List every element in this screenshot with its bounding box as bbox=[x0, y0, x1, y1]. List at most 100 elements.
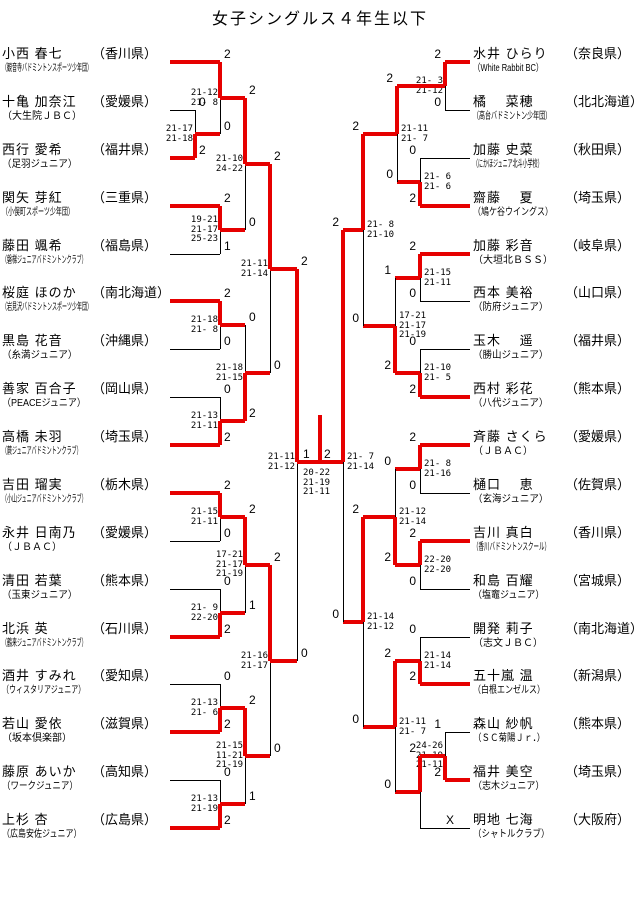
player-club: （足羽ジュニア） bbox=[2, 159, 78, 170]
player-line bbox=[445, 60, 470, 64]
player-club: （志木ジュニア） bbox=[473, 781, 545, 792]
winner-path bbox=[361, 517, 365, 622]
player-name: 上杉 杏 bbox=[2, 812, 49, 827]
player-prefecture: （香川県） bbox=[92, 46, 158, 61]
player-name: 黒島 花音 bbox=[2, 333, 63, 348]
game-count: 2 bbox=[332, 215, 339, 229]
winner-path bbox=[443, 62, 447, 86]
player-club: （鶴来ジュニアバドミントンクラブ） bbox=[2, 638, 87, 649]
player-prefecture: （広島県） bbox=[92, 812, 158, 827]
game-count: 0 bbox=[274, 741, 281, 755]
player-line bbox=[420, 682, 470, 686]
game-count: 0 bbox=[224, 765, 231, 779]
player-prefecture: （大阪府） bbox=[565, 812, 631, 827]
player-line bbox=[420, 443, 470, 447]
match-score: 21-15 21-11 bbox=[424, 268, 452, 288]
player-prefecture: （岐阜県） bbox=[565, 238, 631, 253]
game-count: 0 bbox=[409, 478, 416, 492]
game-count: 2 bbox=[409, 669, 416, 683]
player-prefecture: （佐賀県） bbox=[565, 477, 631, 492]
player-line bbox=[170, 826, 220, 830]
match-score: 21- 8 21-10 bbox=[367, 220, 395, 240]
player-name: 吉田 瑠実 bbox=[2, 477, 63, 492]
game-count: 0 bbox=[224, 119, 231, 133]
final-score: 20-22 21-19 21-11 bbox=[303, 468, 331, 497]
winner-path bbox=[245, 754, 270, 758]
player-name: 西行 愛希 bbox=[2, 142, 63, 157]
match-score: 21- 7 21-14 bbox=[347, 452, 375, 472]
winner-path bbox=[218, 493, 222, 517]
game-count: 0 bbox=[352, 712, 359, 726]
player-prefecture: （栃木県） bbox=[92, 477, 158, 492]
player-name: 五十嵐 温 bbox=[473, 668, 534, 683]
winner-path bbox=[268, 164, 272, 269]
player-line bbox=[420, 493, 470, 494]
game-count: 2 bbox=[224, 622, 231, 636]
player-club: （糸満ジュニア） bbox=[2, 350, 78, 361]
winner-path bbox=[341, 230, 345, 462]
winner-path bbox=[420, 754, 445, 758]
match-score: 21- 3 21-12 bbox=[415, 76, 443, 96]
player-prefecture: （山口県） bbox=[565, 285, 631, 300]
player-club: （White Rabbit BC） bbox=[473, 63, 544, 74]
winner-path bbox=[395, 371, 420, 375]
player-line bbox=[170, 541, 220, 542]
game-count: 2 bbox=[224, 430, 231, 444]
finalist-left-count: 1 bbox=[303, 447, 310, 461]
match-score: 21- 8 21-16 bbox=[424, 459, 452, 479]
junction-line bbox=[420, 637, 421, 684]
player-club: （磐梯ジュニアバドミントンクラブ） bbox=[2, 255, 87, 266]
winner-path bbox=[245, 563, 270, 567]
game-count: 0 bbox=[301, 646, 308, 660]
player-prefecture: （宮城県） bbox=[565, 573, 631, 588]
game-count: 2 bbox=[249, 502, 256, 516]
player-club: （広島安佐ジュニア） bbox=[2, 829, 82, 840]
game-count: 2 bbox=[199, 143, 206, 157]
player-prefecture: （岡山県） bbox=[92, 381, 158, 396]
game-count: 0 bbox=[384, 777, 391, 791]
player-line bbox=[170, 299, 220, 303]
player-name: 福井 美空 bbox=[473, 764, 534, 779]
player-name: 森山 紗帆 bbox=[473, 716, 534, 731]
player-club: （小俣町スポーツ少年団） bbox=[2, 207, 74, 218]
winner-path bbox=[218, 708, 222, 732]
match-score: 21-13 21- 6 bbox=[190, 698, 218, 718]
player-line bbox=[420, 301, 470, 302]
winner-path bbox=[220, 611, 245, 615]
winner-path bbox=[395, 659, 420, 663]
winner-path bbox=[443, 756, 447, 780]
player-line bbox=[170, 254, 220, 255]
winner-path bbox=[218, 206, 222, 230]
player-line bbox=[420, 637, 470, 638]
player-prefecture: （秋田県） bbox=[565, 142, 631, 157]
game-count: 2 bbox=[249, 406, 256, 420]
player-line bbox=[420, 539, 470, 543]
game-count: 2 bbox=[409, 741, 416, 755]
game-count: 0 bbox=[386, 167, 393, 181]
player-prefecture: （埼玉県） bbox=[565, 764, 631, 779]
winner-path bbox=[220, 323, 245, 327]
game-count: 2 bbox=[274, 149, 281, 163]
winner-path bbox=[243, 708, 247, 756]
winner-path bbox=[218, 804, 222, 828]
match-score: 21-11 21-14 bbox=[240, 259, 268, 279]
match-score: 21-10 24-22 bbox=[215, 154, 243, 174]
player-name: 善家 百合子 bbox=[2, 381, 77, 396]
player-name: 藤田 颯希 bbox=[2, 238, 63, 253]
player-line bbox=[170, 204, 220, 208]
game-count: 2 bbox=[224, 191, 231, 205]
winner-path bbox=[418, 373, 422, 397]
game-count: 2 bbox=[384, 550, 391, 564]
player-line bbox=[445, 732, 470, 733]
game-count: 2 bbox=[409, 526, 416, 540]
player-line bbox=[420, 204, 470, 208]
junction-line bbox=[363, 517, 364, 727]
winner-path bbox=[393, 661, 397, 727]
match-score: 21-12 21-14 bbox=[399, 507, 427, 527]
junction-line bbox=[420, 445, 421, 493]
game-count: 2 bbox=[409, 430, 416, 444]
player-name: 開発 莉子 bbox=[473, 621, 534, 636]
player-prefecture: （高知県） bbox=[92, 764, 158, 779]
match-score: 21-13 21-11 bbox=[190, 411, 218, 431]
